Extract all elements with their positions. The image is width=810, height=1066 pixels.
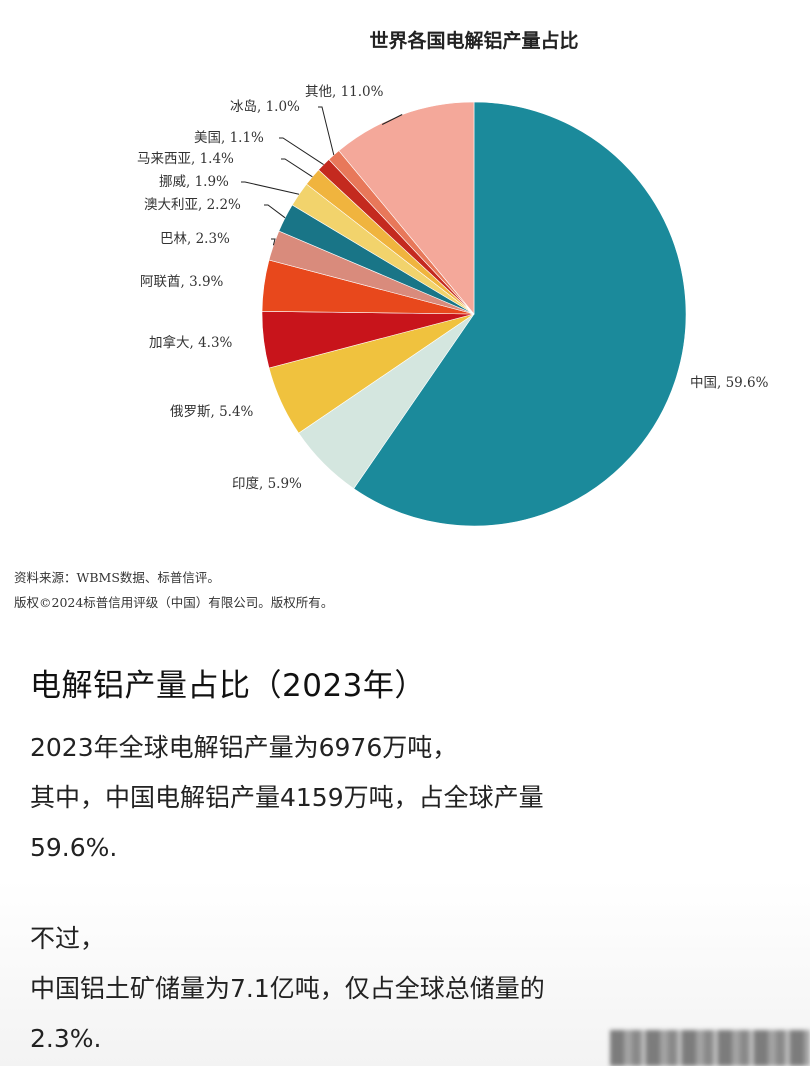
- slice-label: 印度, 5.9%: [232, 476, 302, 492]
- leader-line: [381, 114, 403, 125]
- article-heading: 电解铝产量占比（2023年）: [30, 668, 426, 704]
- leader-line: [241, 181, 300, 195]
- paragraph-2: 不过， 中国铝土矿储量为7.1亿吨，仅占全球总储量的 2.3%.: [30, 914, 790, 1064]
- slice-label: 俄罗斯, 5.4%: [170, 404, 254, 420]
- watermark: [610, 1030, 810, 1066]
- slice-label: 美国, 1.1%: [194, 130, 264, 146]
- slice-label: 其他, 11.0%: [305, 84, 384, 100]
- slice-label: 澳大利亚, 2.2%: [144, 197, 241, 213]
- slice-label: 挪威, 1.9%: [159, 174, 229, 190]
- pie-chart: 世界各国电解铝产量占比 中国, 59.6% 印度, 5.9% 俄罗斯, 5.4% 加拿…: [137, 29, 769, 527]
- paragraph-line: 59.6%.: [30, 833, 118, 862]
- leader-line: [271, 238, 276, 246]
- leader-line: [281, 158, 313, 178]
- chart-title: 世界各国电解铝产量占比: [369, 29, 578, 52]
- paragraph-1: 2023年全球电解铝产量为6976万吨， 其中，中国电解铝产量4159万吨，占全…: [30, 723, 790, 873]
- copyright-note: 版权©2024标普信用评级（中国）有限公司。版权所有。: [14, 595, 334, 610]
- source-note: 资料来源：WBMS数据、标普信评。: [14, 570, 220, 585]
- leader-line: [318, 106, 335, 156]
- pie-slice: [353, 101, 687, 527]
- paragraph-line: 其中，中国电解铝产量4159万吨，占全球产量: [30, 783, 544, 812]
- slice-label: 冰岛, 1.0%: [230, 99, 300, 115]
- paragraph-line: 中国铝土矿储量为7.1亿吨，仅占全球总储量的: [30, 974, 545, 1003]
- leader-line: [264, 204, 286, 219]
- slice-label: 巴林, 2.3%: [160, 231, 230, 247]
- slice-label: 马来西亚, 1.4%: [137, 151, 234, 167]
- slice-label: 阿联酋, 3.9%: [140, 273, 224, 290]
- slice-label: 加拿大, 4.3%: [149, 334, 233, 351]
- paragraph-line: 2.3%.: [30, 1024, 102, 1053]
- paragraph-line: 不过，: [30, 924, 106, 953]
- paragraph-line: 2023年全球电解铝产量为6976万吨，: [30, 733, 458, 762]
- slice-label: 中国, 59.6%: [690, 375, 769, 391]
- leader-line: [279, 137, 324, 166]
